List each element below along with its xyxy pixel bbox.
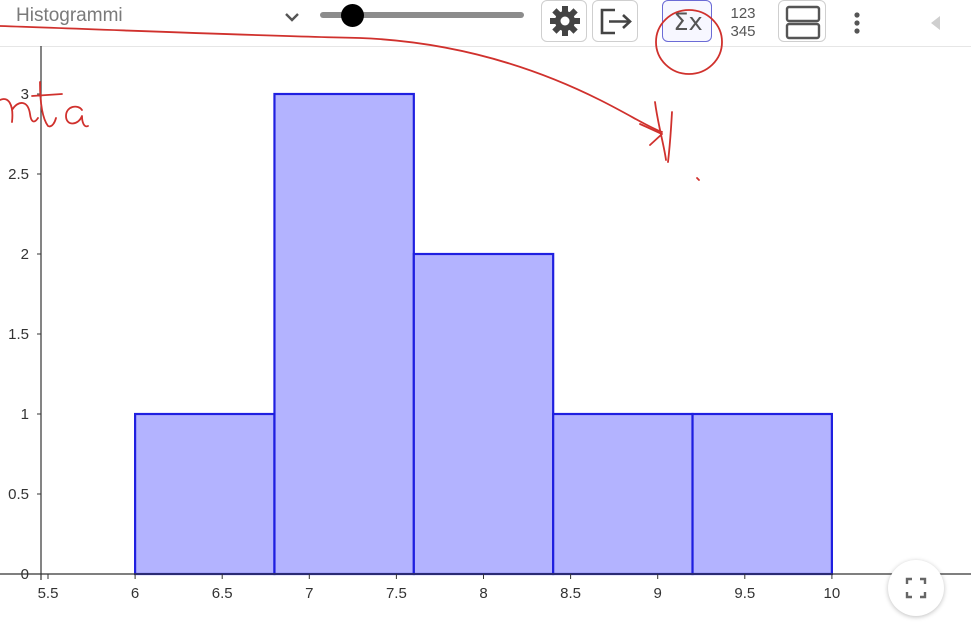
fullscreen-icon [905,577,927,599]
layout-button[interactable] [778,0,826,42]
slider-handle[interactable] [341,4,364,27]
x-tick-label: 9 [654,585,662,602]
svg-text:Σx: Σx [673,8,702,36]
x-tick-label: 10 [824,585,841,602]
split-view-icon [785,5,821,40]
y-tick-label: 2.5 [8,166,29,183]
chevron-down-icon[interactable] [283,8,301,26]
chart-svg: 5.5 6 6.5 7 7.5 8 8.5 9 9.5 10 0 0.5 1 1.5 2 2.5 3 [0,46,971,602]
x-tick-label: 7.5 [386,585,407,602]
histogram-bar [273,92,415,576]
x-tick-label: 8 [479,585,487,602]
export-icon [600,8,632,35]
y-tick-label: 1.5 [8,326,29,343]
x-tick-label: 6.5 [212,585,233,602]
more-vertical-icon[interactable] [848,8,866,38]
histogram-bar [691,412,833,576]
slider-track[interactable] [320,12,524,18]
histogram-bar [134,412,276,576]
gear-icon [550,6,580,36]
sum-button[interactable]: Σx [662,0,712,42]
settings-button[interactable] [541,0,587,42]
export-button[interactable] [592,0,638,42]
histogram-bar [412,252,555,576]
y-tick-label: 0 [21,566,29,583]
histogram-chart: 5.5 6 6.5 7 7.5 8 8.5 9 9.5 10 0 0.5 1 1.5 2 2.5 3 [0,46,971,636]
triangle-left-icon[interactable] [928,14,944,32]
y-tick-label: 3 [21,86,29,103]
y-tick-label: 0.5 [8,486,29,503]
x-tick-label: 6 [131,585,139,602]
y-tick-label: 1 [21,406,29,423]
page-title: Histogrammi [16,5,123,26]
svg-text:123: 123 [730,5,755,22]
x-tick-label: 9.5 [734,585,755,602]
number-grid-icon: 123 345 [730,5,755,40]
x-tick-label: 7 [305,585,313,602]
svg-text:345: 345 [730,23,755,40]
fullscreen-button[interactable] [888,560,944,616]
toolbar: Histogrammi Σx 123 [0,0,971,47]
histogram-bar [552,412,694,576]
sigma-x-icon: Σx [673,8,702,36]
y-tick-label: 2 [21,246,29,263]
x-tick-label: 8.5 [560,585,581,602]
x-tick-label: 5.5 [38,585,59,602]
numbers-button[interactable]: 123 345 [720,0,766,42]
